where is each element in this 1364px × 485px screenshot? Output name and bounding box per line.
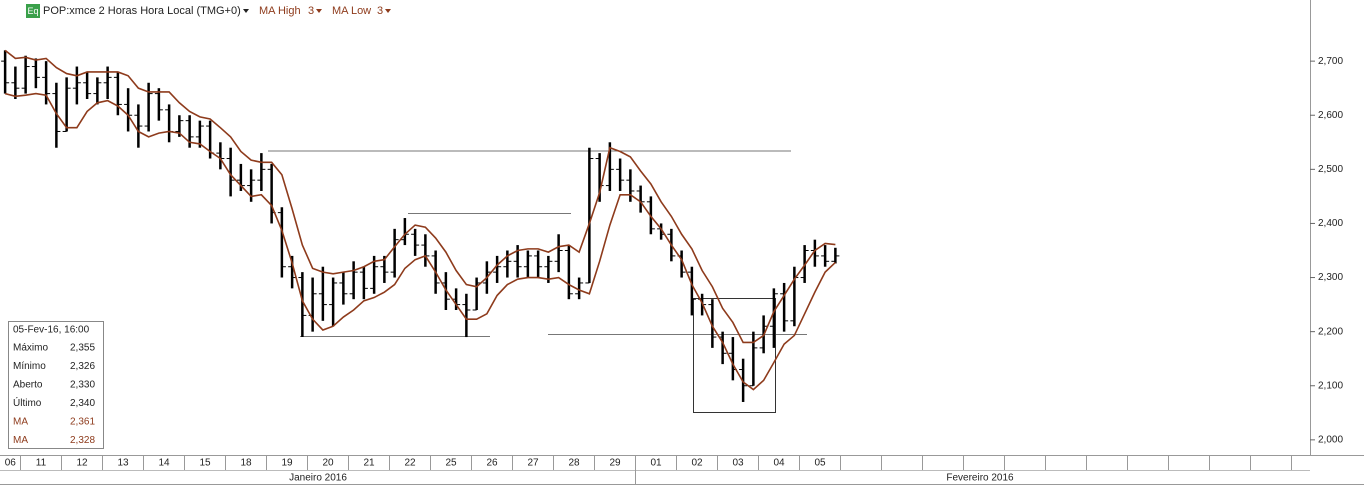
info-panel: [8, 321, 104, 449]
x-tick-label: 22: [404, 458, 416, 469]
x-tick-label: 15: [199, 458, 211, 469]
legend-period: 3: [377, 5, 383, 17]
y-tick-label: 2,000: [1318, 434, 1343, 445]
chart-title: POP:xmce 2 Horas Hora Local (TMG+0): [43, 5, 241, 17]
dropdown-arrow[interactable]: [243, 9, 249, 13]
marks: [1, 49, 840, 402]
x-tick-label: 21: [363, 458, 375, 469]
icon: [26, 4, 40, 18]
info-value: 2,326: [70, 361, 95, 372]
y-tick-label: 2,700: [1318, 56, 1343, 67]
x-tick-label: 29: [609, 458, 621, 469]
x-tick-label: 20: [322, 458, 334, 469]
y-tick-label: 2,600: [1318, 110, 1343, 121]
icon-label: Eq: [27, 6, 38, 16]
y-tick-label: 2,400: [1318, 218, 1343, 229]
x-tick-label: 19: [281, 458, 293, 469]
x-tick-label: 18: [240, 458, 252, 469]
x-tick-label: 02: [691, 458, 703, 469]
info-value: 2,361: [70, 417, 95, 428]
x-tick-label: 25: [445, 458, 457, 469]
info-label: MA: [13, 417, 28, 428]
info-value: 2,330: [70, 380, 95, 391]
y-tick-label: 2,300: [1318, 272, 1343, 283]
x-tick-label: 14: [158, 458, 170, 469]
legend-period: 3: [308, 5, 314, 17]
dropdown-arrow[interactable]: [385, 9, 391, 13]
info-value: 2,340: [70, 398, 95, 409]
x-tick-label: 01: [650, 458, 662, 469]
box-drawing: [693, 298, 776, 413]
info-label: Mínimo: [13, 361, 46, 372]
info-value: 2,328: [70, 435, 95, 446]
info-label: Aberto: [13, 380, 43, 391]
info-label: Máximo: [13, 343, 48, 354]
x-tick-label: 05: [814, 458, 826, 469]
month-label: Fevereiro 2016: [946, 473, 1014, 484]
dropdown-arrow[interactable]: [316, 9, 322, 13]
x-tick-label: 26: [486, 458, 498, 469]
info-label: MA: [13, 435, 28, 446]
info-label: Último: [13, 396, 42, 409]
x-tick-label: 28: [568, 458, 580, 469]
legend-entry[interactable]: MA Low: [332, 5, 371, 17]
y-tick-label: 2,200: [1318, 326, 1343, 337]
ma-line: [4, 49, 836, 344]
x-tick-label: 11: [36, 458, 47, 469]
month-label: Janeiro 2016: [289, 473, 347, 484]
legend-entry[interactable]: MA High: [259, 5, 301, 17]
info-date: 05-Fev-16, 16:00: [13, 325, 90, 336]
x-tick-label: 13: [117, 458, 129, 469]
x-tick-label: 04: [773, 458, 785, 469]
ma-line: [4, 92, 836, 391]
y-tick-label: 2,100: [1318, 380, 1343, 391]
y-tick-label: 2,500: [1318, 164, 1343, 175]
info-value: 2,355: [70, 343, 95, 354]
x-tick-label: 06: [5, 458, 17, 469]
x-tick-label: 03: [732, 458, 744, 469]
x-tick-label: 27: [527, 458, 539, 469]
x-tick-label: 12: [76, 458, 88, 469]
